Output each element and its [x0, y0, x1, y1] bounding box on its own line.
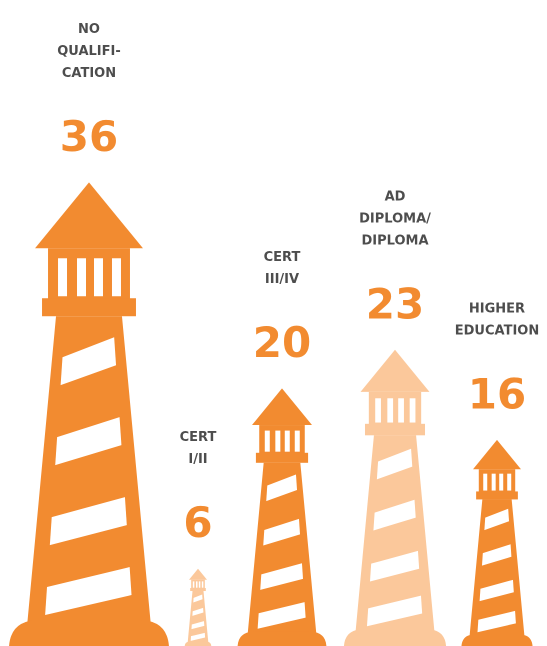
- window: [483, 473, 488, 491]
- base: [237, 631, 327, 646]
- window: [201, 581, 204, 588]
- window: [499, 473, 504, 491]
- stripe: [484, 508, 510, 531]
- stripe: [55, 417, 122, 466]
- stripe: [373, 499, 416, 531]
- stripe: [192, 607, 204, 616]
- window: [111, 258, 121, 297]
- window: [409, 398, 416, 423]
- gallery: [255, 452, 309, 463]
- window: [284, 430, 290, 452]
- window: [387, 398, 394, 423]
- value-label: 36: [60, 112, 118, 161]
- stripe: [60, 337, 117, 386]
- stripe: [376, 448, 413, 480]
- window: [93, 258, 103, 297]
- tower: [355, 435, 435, 634]
- roof: [189, 568, 207, 580]
- gallery: [42, 298, 136, 317]
- category-label: QUALIFI-: [57, 44, 121, 59]
- value-label: 16: [468, 369, 526, 418]
- lighthouse: [343, 349, 447, 646]
- tower: [187, 591, 209, 643]
- stripe: [260, 563, 304, 590]
- category-label: CERT: [264, 250, 301, 265]
- stripe: [481, 544, 512, 566]
- lantern: [191, 579, 205, 589]
- category-label: I/II: [188, 452, 207, 467]
- window: [375, 398, 381, 423]
- stripe: [191, 621, 205, 630]
- lighthouse: [9, 182, 169, 646]
- gallery: [364, 423, 426, 436]
- stripe: [257, 602, 306, 629]
- stripe: [477, 610, 516, 633]
- lighthouse: [184, 568, 212, 646]
- base: [343, 629, 447, 646]
- stripe: [266, 474, 298, 502]
- gallery: [476, 491, 518, 500]
- lighthouse: [461, 439, 533, 646]
- window: [507, 473, 512, 491]
- category-label: III/IV: [265, 272, 299, 287]
- category-label: NO: [78, 22, 100, 37]
- value-label: 20: [253, 318, 311, 367]
- category-label: DIPLOMA/: [359, 211, 431, 226]
- category-label: HIGHER: [469, 301, 525, 316]
- base: [461, 634, 533, 646]
- roof: [473, 439, 521, 470]
- lighthouse: [237, 388, 327, 646]
- tower: [469, 499, 525, 638]
- stripe: [49, 497, 127, 546]
- window: [275, 430, 281, 452]
- gallery: [190, 588, 206, 592]
- value-label: 6: [183, 498, 212, 547]
- roof: [360, 349, 430, 392]
- stripe: [193, 594, 203, 603]
- category-label: AD: [385, 189, 406, 204]
- value-label: 23: [366, 279, 424, 328]
- stripe: [263, 518, 301, 546]
- window: [294, 430, 300, 452]
- window: [398, 398, 404, 423]
- window: [198, 581, 201, 588]
- stripe: [366, 595, 423, 627]
- lantern: [478, 469, 516, 493]
- window: [196, 581, 198, 588]
- tower: [27, 316, 151, 627]
- window: [192, 581, 195, 588]
- base: [184, 641, 212, 646]
- stripe: [479, 579, 514, 602]
- stripe: [45, 567, 132, 616]
- window: [58, 258, 68, 297]
- stripe: [190, 632, 206, 641]
- tower: [247, 462, 317, 635]
- window: [491, 473, 496, 491]
- category-label: CATION: [62, 66, 116, 81]
- base: [9, 620, 169, 646]
- stripe: [369, 550, 420, 582]
- category-label: DIPLOMA: [361, 233, 428, 248]
- window: [264, 430, 270, 452]
- roof: [35, 182, 143, 249]
- category-label: CERT: [180, 430, 217, 445]
- roof: [252, 388, 312, 426]
- category-label: EDUCATION: [455, 323, 539, 338]
- window: [77, 258, 87, 297]
